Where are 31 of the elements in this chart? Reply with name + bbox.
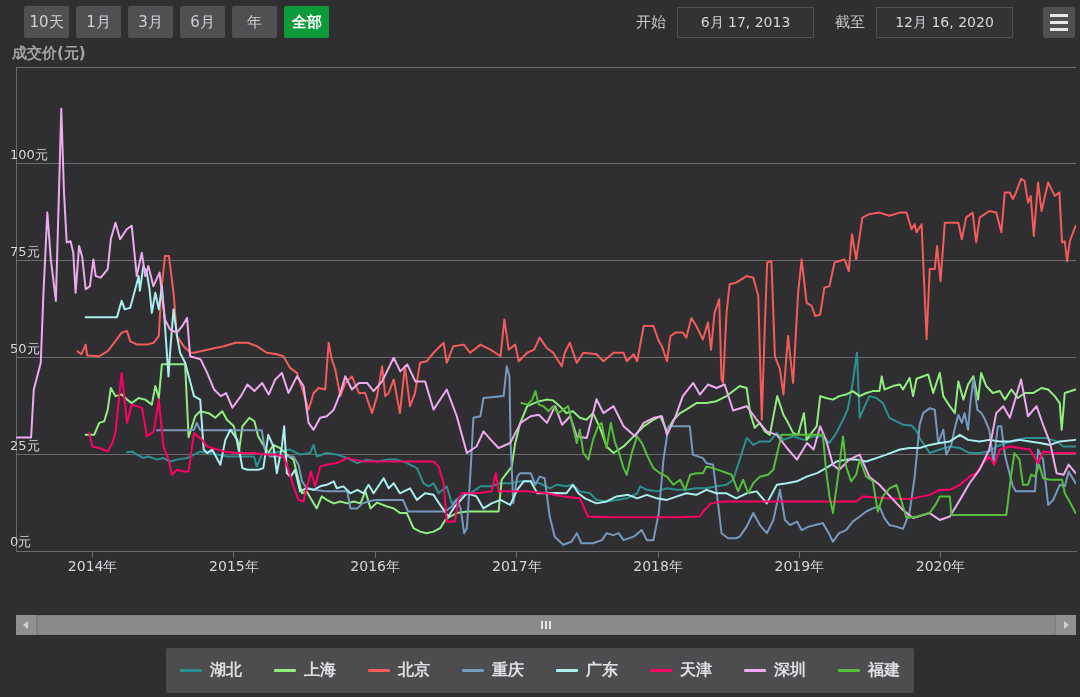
x-tick-label: 2014年 — [67, 558, 118, 575]
y-tick-label: 50元 — [10, 340, 40, 356]
x-tick-label: 2016年 — [350, 558, 400, 575]
date-field: 6月 17, 2013 — [677, 6, 814, 38]
legend-label: 深圳 — [774, 660, 806, 681]
range-button: 1月 — [76, 6, 121, 38]
range-button: 6月 — [180, 6, 225, 38]
text: 开始 — [636, 12, 666, 32]
x-tick-label: 2018年 — [633, 558, 683, 575]
range-button: 全部 — [284, 6, 329, 38]
legend-label: 重庆 — [492, 660, 524, 681]
text: 截至 — [835, 12, 865, 32]
range-button: 3月 — [128, 6, 173, 38]
legend-label: 天津 — [680, 660, 712, 681]
x-tick-label: 2020年 — [915, 558, 966, 575]
x-tick-label: 2019年 — [774, 558, 825, 575]
legend-label: 北京 — [398, 660, 430, 681]
range-button: 10天 — [24, 6, 69, 38]
y-tick-label: 0元 — [10, 534, 32, 550]
x-tick-label: 2015年 — [209, 558, 259, 575]
y-axis-title: 成交价(元) — [11, 43, 86, 62]
x-tick-label: 2017年 — [491, 558, 542, 575]
legend-label: 湖北 — [210, 660, 242, 681]
y-tick-label: 75元 — [10, 243, 40, 259]
date-field: 12月 16, 2020 — [876, 6, 1013, 38]
range-button: 年 — [232, 6, 277, 38]
legend-label: 广东 — [586, 660, 618, 681]
y-tick-label: 100元 — [10, 147, 48, 163]
legend-label: 福建 — [868, 660, 900, 681]
y-tick-label: 25元 — [10, 437, 40, 453]
legend-label: 上海 — [304, 660, 336, 681]
